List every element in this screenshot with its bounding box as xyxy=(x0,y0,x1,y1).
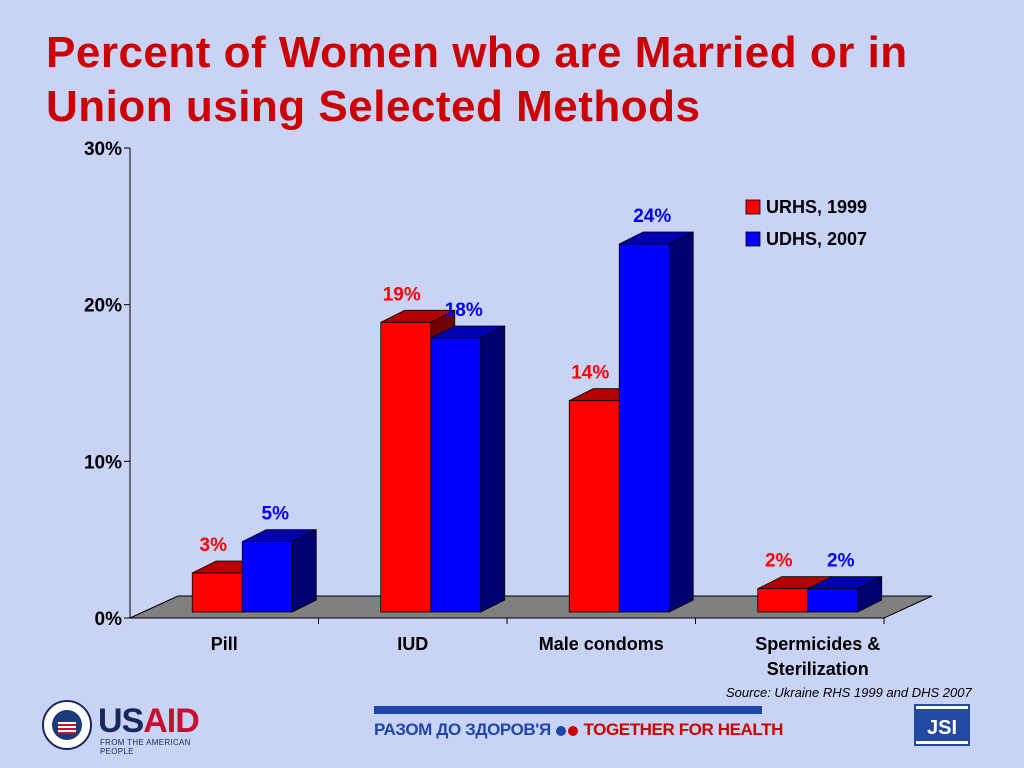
y-tick-label: 20% xyxy=(84,296,122,317)
bar xyxy=(191,572,243,613)
bar xyxy=(430,337,482,613)
banner-ukrainian-text: РАЗОМ ДО ЗДОРОВ'Я xyxy=(374,720,551,739)
usaid-tagline: FROM THE AMERICAN PEOPLE xyxy=(100,738,191,756)
source-note: Source: Ukraine RHS 1999 and DHS 2007 xyxy=(726,685,972,700)
legend-label: UDHS, 2007 xyxy=(766,229,867,249)
data-label: 2% xyxy=(765,551,793,572)
bar-side xyxy=(480,325,506,613)
legend-label: URHS, 1999 xyxy=(766,197,867,217)
legend-swatch xyxy=(745,199,761,215)
slide-title: Percent of Women who are Married or in U… xyxy=(46,28,908,131)
category-label: Spermicides & xyxy=(755,634,880,654)
bar xyxy=(568,400,620,613)
y-tick-label: 0% xyxy=(95,609,123,630)
data-label: 19% xyxy=(383,284,421,305)
bar xyxy=(807,588,859,613)
data-label: 5% xyxy=(262,504,290,525)
usaid-seal-icon xyxy=(42,700,92,750)
blue-dot-icon xyxy=(556,725,567,736)
category-label: Pill xyxy=(211,634,238,654)
data-label: 24% xyxy=(633,206,671,227)
bar xyxy=(618,243,670,613)
red-dot-icon xyxy=(568,725,579,736)
y-tick-label: 10% xyxy=(84,452,122,473)
category-label: Sterilization xyxy=(767,659,869,679)
bar xyxy=(380,321,432,613)
jsi-logo: JSI xyxy=(914,704,970,746)
banner-bar xyxy=(374,706,762,714)
data-label: 14% xyxy=(571,363,609,384)
banner-text: РАЗОМ ДО ЗДОРОВ'Я TOGETHER FOR HEALTH xyxy=(374,720,783,740)
together-for-health-banner: РАЗОМ ДО ЗДОРОВ'Я TOGETHER FOR HEALTH xyxy=(374,706,783,746)
bar xyxy=(757,588,809,613)
y-tick-label: 30% xyxy=(84,139,122,160)
category-label: Male condoms xyxy=(539,634,664,654)
data-label: 3% xyxy=(200,535,228,556)
data-label: 2% xyxy=(827,551,855,572)
legend-swatch xyxy=(745,231,761,247)
banner-english-text: TOGETHER FOR HEALTH xyxy=(583,720,783,739)
bar-side xyxy=(291,529,317,613)
bar xyxy=(241,541,293,613)
data-label: 18% xyxy=(445,300,483,321)
category-label: IUD xyxy=(397,634,428,654)
usaid-logo: USAID FROM THE AMERICAN PEOPLE xyxy=(42,700,217,756)
usaid-wordmark: USAID xyxy=(98,702,200,740)
bar-chart: 0% 10% 20% 30% 3% 5% Pill 19% 18% IUD 14% 24% Male c… xyxy=(84,139,933,679)
bar-side xyxy=(668,231,694,613)
